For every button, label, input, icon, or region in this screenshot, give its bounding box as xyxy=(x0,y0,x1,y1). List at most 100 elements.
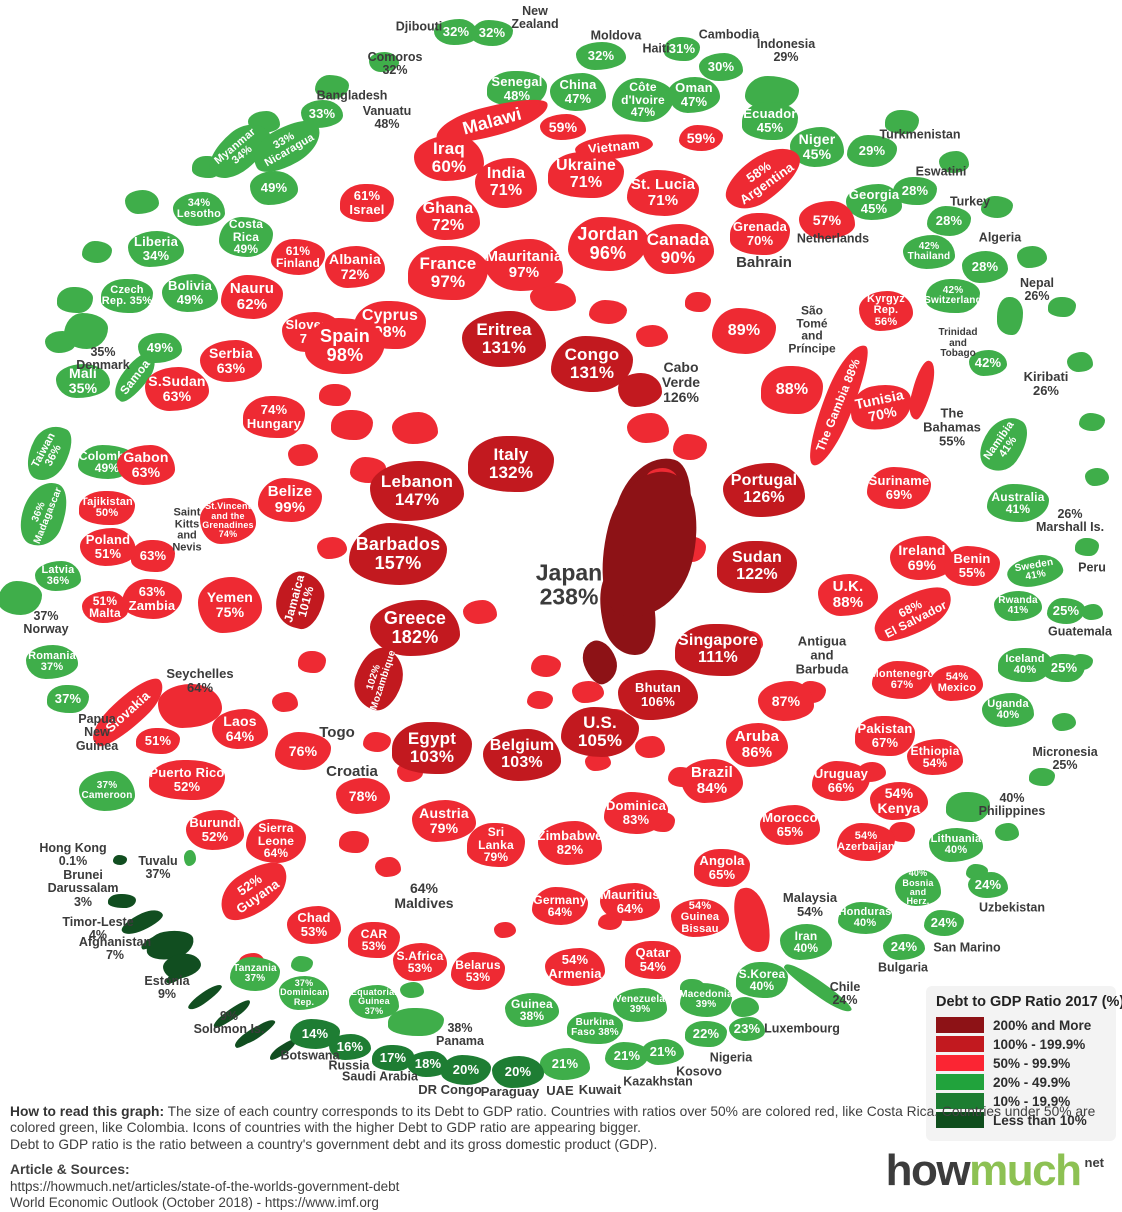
country-label-japan: Japan 238% xyxy=(536,560,602,609)
country-value-label: 97% xyxy=(508,264,540,281)
label-line: 37% xyxy=(33,608,59,623)
country-value-label: Bolivia xyxy=(167,278,213,294)
country-shape-jamaica: Jamaica 101% xyxy=(270,567,330,633)
country-value-label: Puerto Rico xyxy=(149,765,225,781)
country-shape-dominica: Dominica 83% xyxy=(604,792,668,834)
country-value-label: Tajikistan xyxy=(81,495,133,508)
label-line: Luxembourg xyxy=(764,1021,840,1036)
country-shape-guyana: 52% Guyana xyxy=(210,852,298,930)
country-shape-austria: Austria 79% xyxy=(412,800,476,842)
country-shape-cameroon: 37% Cameroon xyxy=(79,771,135,811)
country-value-label: 61% xyxy=(353,188,381,204)
country-value-label: 51% xyxy=(94,546,122,561)
country-value-label: 48% xyxy=(503,88,531,103)
country-shape-pakistan: Pakistan 67% xyxy=(855,716,915,756)
country-shape-armenia: 54% Armenia xyxy=(545,948,605,986)
country-value-label: 25% xyxy=(1052,603,1080,619)
country-shape-togo: 76% xyxy=(275,732,331,770)
country-value-label: 39% xyxy=(695,999,717,1010)
country-value-label: 64% xyxy=(616,901,644,916)
country-value-label: Portugal xyxy=(730,472,798,490)
country-shape-bulgaria: 24% xyxy=(883,934,925,960)
country-shape-cabo-verde xyxy=(618,373,662,407)
country-value-label: CAR xyxy=(360,926,388,941)
country-label-panama: 38% Panama xyxy=(436,1021,484,1049)
label-line: Papua xyxy=(78,712,116,727)
map-fragment xyxy=(635,736,665,758)
label-line: and xyxy=(810,647,834,663)
country-shape-mauritania: Mauritania 97% xyxy=(485,239,563,291)
country-value-label: Lebanon xyxy=(380,472,454,492)
country-label-eswatini: Eswatini xyxy=(916,165,967,179)
country-value-label: 39% xyxy=(629,1004,651,1015)
country-shape-india: India 71% xyxy=(475,158,537,208)
label-line: 3% xyxy=(73,894,93,909)
country-label-san-marino: San Marino xyxy=(933,941,1000,955)
country-value-label: 47% xyxy=(630,105,656,120)
country-value-label: Brazil xyxy=(690,764,734,782)
country-value-label: Senegal xyxy=(491,74,543,90)
country-value-label: 70% xyxy=(866,403,899,425)
label-line: 55% xyxy=(938,432,966,448)
legend-row: 20% - 49.9% xyxy=(936,1074,1106,1090)
source-imf-link[interactable]: World Economic Outlook (October 2018) - … xyxy=(10,1195,379,1211)
country-shape-denmark xyxy=(64,313,108,349)
country-shape-jordan: Jordan 96% xyxy=(568,217,648,271)
country-value-label: 21% xyxy=(649,1044,677,1060)
label-line: 26% xyxy=(1032,383,1060,398)
country-value-label: 16% xyxy=(336,1039,364,1055)
country-shape-bahrain: 89% xyxy=(712,308,776,354)
country-value-label: S.Sudan xyxy=(148,373,206,390)
country-shape-serbia: Serbia 63% xyxy=(200,340,262,382)
country-value-label: 37% xyxy=(364,1005,384,1016)
label-line: Haiti xyxy=(642,41,670,56)
map-fragment xyxy=(82,241,112,263)
label-line: 9% xyxy=(219,1008,239,1023)
label-line: Saudi Arabia xyxy=(342,1069,418,1084)
country-shape-lithuania: Lithuania 40% xyxy=(929,828,983,862)
country-label-bangladesh: Bangladesh xyxy=(317,89,388,103)
label-line: Fiji xyxy=(307,153,327,168)
country-value-label: 28% xyxy=(901,183,929,199)
label-line: 32% xyxy=(382,63,408,77)
country-value-label: 37% xyxy=(294,977,314,988)
country-shape-zimbabwe: Zimbabwe 82% xyxy=(537,821,602,865)
label-line: 29% xyxy=(773,50,799,64)
country-shape-c-te-d-ivoire: Côte d'Ivoire 47% xyxy=(612,78,674,122)
howmuch-logo[interactable]: howmuch net xyxy=(886,1146,1104,1196)
legend-swatch xyxy=(936,1093,984,1109)
country-value-label: d'Ivoire xyxy=(621,92,665,107)
country-value-label: 131% xyxy=(481,338,527,357)
country-value-label: Ghana xyxy=(422,200,474,218)
label-line: Afghanistan xyxy=(78,934,152,949)
country-label-solomon-is: 9% Solomon Is. xyxy=(194,1008,265,1037)
country-value-label: 47% xyxy=(680,94,708,109)
country-shape-greece: Greece 182% xyxy=(370,600,460,656)
country-shape-hungary: 74% Hungary xyxy=(243,396,305,438)
country-value-label: Malta xyxy=(89,606,121,620)
country-value-label: 72% xyxy=(340,266,370,282)
country-value-label: Sudan xyxy=(732,549,782,567)
country-value-label: Belgium xyxy=(489,737,555,755)
country-shape-philippines xyxy=(946,792,990,822)
country-shape-sudan: Sudan 122% xyxy=(717,541,797,593)
country-shape-st-vincent-and-the-grenadines: St.Vincent and the Grenadines 74% xyxy=(200,498,256,544)
country-shape-new-zealand: 32% xyxy=(471,20,513,46)
country-value-label: S.Africa xyxy=(396,948,444,963)
country-value-label: Iran xyxy=(794,928,818,943)
source-article-link[interactable]: https://howmuch.net/articles/state-of-th… xyxy=(10,1178,400,1194)
country-value-label: 122% xyxy=(736,566,778,583)
country-shape-burundi: Burundi 52% xyxy=(186,810,244,850)
country-value-label: Jordan xyxy=(577,224,639,245)
country-value-label: 49% xyxy=(176,292,204,307)
label-line: and xyxy=(949,337,967,349)
country-value-label: Ethiopia xyxy=(910,743,960,758)
country-value-label: 59% xyxy=(686,129,716,146)
country-label-cambodia: Cambodia xyxy=(699,28,759,42)
country-shape-morocco: Morocco 65% xyxy=(760,805,820,845)
country-shape-portugal: Portugal 126% xyxy=(723,463,805,517)
label-line: Philippines xyxy=(978,804,1046,818)
country-value-label: 79% xyxy=(483,850,509,865)
country-label-the-bahamas: The Bahamas 55% xyxy=(923,406,981,447)
country-value-label: 18% xyxy=(414,1056,442,1072)
